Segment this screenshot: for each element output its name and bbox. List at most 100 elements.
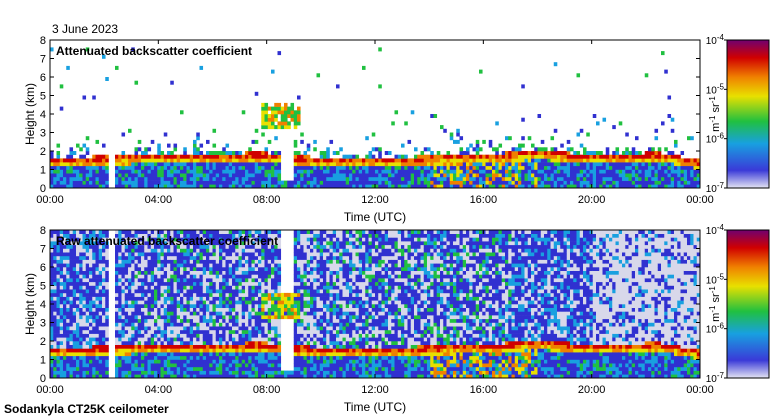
heatmap-cell (50, 267, 54, 271)
heatmap-cell (371, 169, 376, 174)
heatmap-cell (641, 173, 646, 178)
heatmap-cell (293, 326, 298, 331)
heatmap-cell (544, 180, 548, 185)
heatmap-cell (267, 259, 272, 264)
heatmap-cell (82, 344, 87, 349)
heatmap-cell (167, 352, 171, 357)
heatmap-cell (173, 162, 178, 167)
heatmap-cell (472, 158, 477, 163)
heatmap-cell (92, 176, 96, 181)
heatmap-cell (326, 176, 330, 181)
heatmap-cell (664, 173, 668, 178)
heatmap-cell (586, 154, 590, 159)
heatmap-cell (160, 341, 165, 345)
heatmap-cell (290, 304, 295, 308)
heatmap-cell (124, 248, 129, 253)
heatmap-cell (131, 47, 135, 52)
heatmap-cell (137, 352, 142, 357)
heatmap-cell (160, 162, 165, 167)
heatmap-cell (215, 270, 220, 275)
heatmap-cell (683, 158, 688, 163)
heatmap-cell (186, 274, 191, 279)
heatmap-cell (222, 300, 226, 305)
heatmap-cell (69, 289, 74, 294)
heatmap-cell (118, 230, 122, 234)
heatmap-cell (189, 263, 194, 268)
heatmap-cell (183, 289, 187, 294)
heatmap-cell (199, 341, 204, 345)
heatmap-cell (235, 307, 239, 312)
heatmap-cell (222, 151, 226, 155)
heatmap-cell (225, 348, 230, 353)
heatmap-cell (206, 248, 210, 253)
heatmap-cell (644, 169, 649, 174)
heatmap-cell (209, 311, 213, 316)
heatmap-cell (76, 241, 80, 246)
heatmap-cell (105, 292, 109, 297)
heatmap-cell (258, 300, 262, 305)
heatmap-cell (459, 180, 464, 185)
heatmap-cell (69, 180, 74, 185)
heatmap-cell (293, 341, 298, 345)
heatmap-cell (137, 300, 142, 305)
heatmap-cell (209, 341, 213, 345)
heatmap-cell (121, 233, 126, 238)
heatmap-cell (160, 318, 165, 323)
heatmap-cell (501, 180, 506, 185)
heatmap-cell (261, 344, 265, 349)
heatmap-cell (388, 176, 392, 181)
heatmap-cell (638, 173, 642, 178)
heatmap-cell (150, 248, 155, 253)
heatmap-cell (170, 184, 174, 189)
heatmap-cell (284, 300, 288, 305)
heatmap-cell (121, 151, 126, 155)
heatmap-cell (147, 241, 152, 246)
heatmap-cell (102, 158, 106, 163)
heatmap-cell (118, 355, 122, 360)
heatmap-cell (170, 304, 174, 308)
heatmap-cell (469, 184, 473, 189)
heatmap-cell (261, 370, 265, 375)
heatmap-cell (290, 117, 295, 122)
heatmap-cell (638, 162, 642, 167)
heatmap-cell (79, 355, 83, 360)
heatmap-cell (420, 151, 425, 155)
heatmap-cell (472, 147, 477, 152)
heatmap-cell (238, 289, 243, 294)
heatmap-cell (576, 173, 581, 178)
heatmap-cell (319, 173, 324, 178)
heatmap-cell (293, 304, 298, 308)
heatmap-cell (141, 233, 145, 238)
heatmap-cell (95, 329, 100, 334)
heatmap-cell (124, 374, 129, 379)
heatmap-cell (410, 173, 415, 178)
heatmap-cell (206, 318, 210, 323)
heatmap-cell (336, 165, 340, 170)
heatmap-cell (228, 244, 233, 249)
heatmap-cell (225, 143, 230, 148)
heatmap-cell (664, 165, 668, 170)
heatmap-cell (225, 252, 230, 257)
heatmap-cell (180, 233, 184, 238)
heatmap-cell (82, 341, 87, 345)
heatmap-cell (72, 169, 77, 174)
heatmap-cell (414, 169, 418, 174)
heatmap-cell (196, 248, 200, 253)
heatmap-cell (131, 344, 135, 349)
heatmap-cell (264, 241, 269, 246)
heatmap-cell (63, 307, 67, 312)
heatmap-cell (150, 230, 155, 234)
heatmap-cell (128, 154, 132, 159)
heatmap-cell (498, 169, 503, 174)
heatmap-cell (622, 158, 626, 163)
heatmap-cell (235, 289, 239, 294)
heatmap-cell (147, 289, 152, 294)
heatmap-cell (76, 366, 80, 371)
heatmap-cell (261, 255, 265, 260)
heatmap-cell (635, 154, 639, 159)
heatmap-cell (189, 374, 194, 379)
heatmap-cell (232, 289, 236, 294)
heatmap-cell (251, 326, 256, 331)
heatmap-cell (131, 230, 135, 234)
heatmap-cell (199, 337, 204, 342)
